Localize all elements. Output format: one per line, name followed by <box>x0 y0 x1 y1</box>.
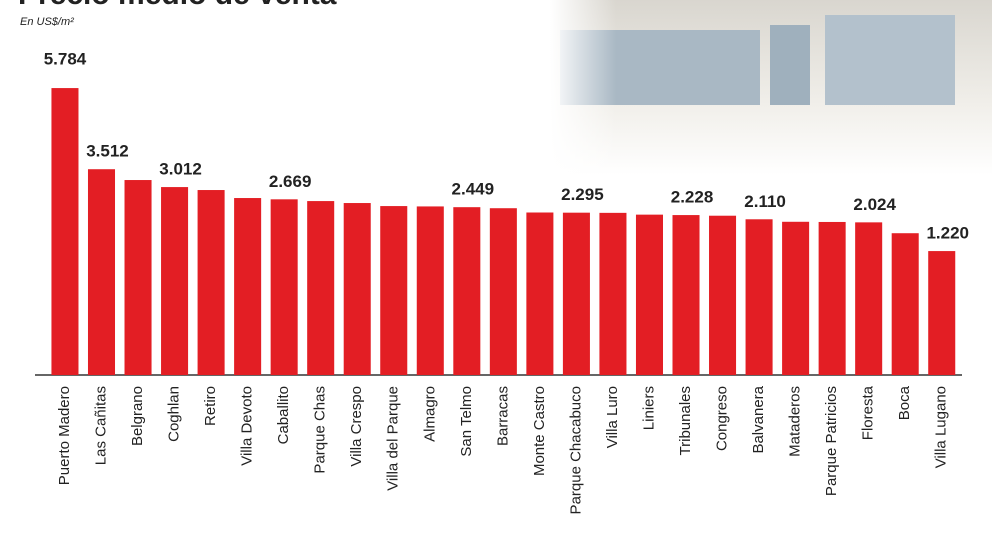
bar <box>51 88 79 376</box>
bar <box>307 201 335 375</box>
value-label: 2.449 <box>452 180 495 199</box>
value-label: 5.784 <box>44 50 87 69</box>
bar <box>234 198 262 375</box>
bar <box>197 190 225 375</box>
x-tick-label: Parque Patricios <box>823 386 840 496</box>
x-tick-label: Almagro <box>421 386 438 442</box>
bar <box>672 215 700 375</box>
x-tick-label: Villa Luro <box>604 386 621 448</box>
bar <box>599 212 627 375</box>
bar <box>453 207 481 375</box>
x-tick-label: Liniers <box>640 386 657 430</box>
x-tick-label: Villa Devoto <box>239 386 256 466</box>
x-tick-label: Tribunales <box>677 386 694 455</box>
bar <box>891 233 919 375</box>
room-photo <box>550 0 992 175</box>
x-tick-label: Belgrano <box>129 386 146 446</box>
x-tick-label: Mataderos <box>787 386 804 457</box>
value-label: 2.669 <box>269 172 312 191</box>
x-tick-label: Boca <box>896 385 913 420</box>
bar <box>416 206 444 375</box>
x-tick-label: Balvanera <box>750 385 767 453</box>
chart-title: Precio medio de venta <box>18 0 337 11</box>
bar <box>562 212 590 375</box>
bar <box>526 212 554 375</box>
bar <box>489 208 517 375</box>
bar <box>270 199 298 375</box>
x-tick-label: Congreso <box>714 386 731 451</box>
value-label: 1.220 <box>926 224 969 243</box>
x-tick-label: Monte Castro <box>531 386 548 476</box>
bar <box>343 203 371 375</box>
bar <box>818 221 846 375</box>
value-label: 3.012 <box>159 160 202 179</box>
x-tick-label: Barracas <box>494 386 511 446</box>
bar <box>124 180 152 375</box>
value-label: 2.110 <box>744 192 786 211</box>
bar <box>782 221 810 375</box>
x-tick-label: Coghlan <box>166 386 183 442</box>
bar <box>709 215 737 375</box>
value-label: 2.024 <box>853 195 896 214</box>
bar <box>745 219 773 375</box>
x-tick-label: Las Cañitas <box>92 386 109 465</box>
value-label: 2.228 <box>671 188 714 207</box>
x-tick-label: Villa Lugano <box>933 386 950 468</box>
x-tick-label: Parque Chas <box>312 386 329 474</box>
chart-subtitle: En US$/m² <box>20 16 74 28</box>
bar <box>928 251 956 375</box>
bar <box>855 222 883 375</box>
bar <box>380 206 408 375</box>
x-tick-label: Villa Crespo <box>348 386 365 467</box>
x-tick-label: Floresta <box>860 385 877 440</box>
x-tick-label: Parque Chacabuco <box>567 386 584 514</box>
x-tick-label: Villa del Parque <box>385 386 402 491</box>
x-tick-label: Caballito <box>275 386 292 444</box>
x-tick-label: San Telmo <box>458 386 475 457</box>
value-label: 2.295 <box>561 185 604 204</box>
bar <box>161 187 189 375</box>
value-label: 3.512 <box>86 142 129 161</box>
bar <box>87 169 116 375</box>
x-tick-label: Retiro <box>202 386 219 426</box>
bar <box>635 214 663 375</box>
x-tick-label: Puerto Madero <box>56 386 73 485</box>
